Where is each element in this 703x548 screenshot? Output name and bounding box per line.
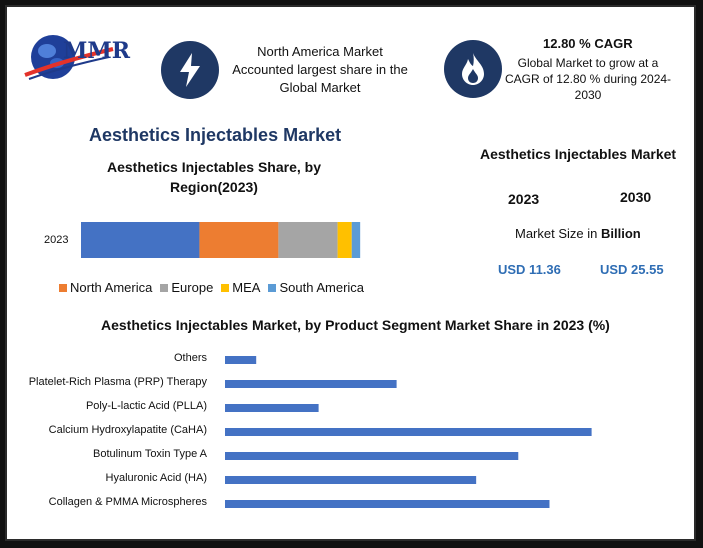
product-bar: [225, 452, 519, 460]
mmr-logo: [24, 35, 114, 80]
year-2030-label: 2030: [620, 189, 652, 205]
category-label: Botulinum Toxin Type A: [93, 448, 207, 460]
product-bar: [225, 476, 477, 484]
swatch-north-america: [59, 283, 67, 292]
category-label: Calcium Hydroxylapatite (CaHA): [48, 424, 207, 436]
stack-segment-3: [337, 222, 352, 258]
market-size-label: Market Size in Billion: [515, 226, 641, 241]
cagr-desc-line-1: Global Market to grow at a: [517, 56, 659, 70]
legend-label: Europe: [171, 280, 214, 295]
swatch-mea: [221, 283, 230, 292]
market-size-unit: Billion: [600, 226, 641, 241]
region-note: North America Market Accounted largest s…: [220, 43, 420, 97]
category-label: Poly-L-lactic Acid (PLLA): [85, 400, 207, 412]
category-label: Collagen & PMMA Microspheres: [48, 496, 207, 508]
stack-segment-2: [278, 222, 338, 258]
value-2023: USD 11.36: [498, 262, 561, 277]
swatch-south-america: [268, 283, 277, 292]
category-label: Others: [173, 352, 207, 364]
logo-text: MMR: [63, 38, 130, 64]
cagr-desc-line-3: 2030: [574, 88, 602, 102]
region-note-line-2: Accounted largest share in the: [232, 62, 408, 77]
region-note-line-3: Global Market: [279, 80, 361, 95]
side-panel-title: Aesthetics Injectables Market: [480, 146, 677, 162]
product-bar: [225, 404, 319, 412]
category-label: Hyaluronic Acid (HA): [105, 472, 207, 484]
flame-icon: [444, 40, 502, 98]
product-bar: [225, 500, 550, 508]
region-chart-title: Aesthetics Injectables Share, by Region(…: [107, 159, 321, 195]
product-chart-title: Aesthetics Injectables Market, by Produc…: [101, 317, 610, 333]
legend-label: North America: [70, 280, 153, 295]
lightning-bolt-icon: [161, 41, 219, 99]
infographic-card: MMR North America Market Accounted large…: [5, 5, 696, 541]
region-stacked-bar-chart: 2023: [44, 222, 361, 258]
market-size-prefix: Market Size in: [515, 226, 601, 241]
product-bar: [225, 380, 397, 388]
legend-label: South America: [279, 280, 365, 295]
cagr-title: 12.80 % CAGR: [543, 36, 633, 51]
stack-segment-1: [199, 222, 279, 258]
swatch-europe: [160, 283, 169, 292]
category-label: Platelet-Rich Plasma (PRP) Therapy: [28, 376, 207, 388]
legend-north-america: North America: [59, 280, 152, 295]
region-legend: North America Europe MEA South America: [59, 280, 364, 295]
cagr-desc-line-2: CAGR of 12.80 % during 2024-: [504, 72, 672, 86]
stack-segment-0: [81, 222, 200, 258]
legend-mea: MEA: [221, 280, 260, 295]
cagr-description: Global Market to grow at a CAGR of 12.80…: [493, 55, 683, 103]
legend-south-america: South America: [268, 280, 364, 295]
stack-segment-4: [351, 222, 361, 258]
region-note-line-1: North America Market: [257, 44, 383, 59]
legend-europe: Europe: [160, 280, 213, 295]
main-title: Aesthetics Injectables Market: [89, 125, 342, 145]
product-bar: [225, 356, 257, 364]
legend-label: MEA: [232, 280, 261, 295]
stack-category-label: 2023: [44, 234, 68, 246]
product-bar-chart: [225, 356, 592, 508]
value-2030: USD 25.55: [600, 262, 664, 277]
product-bar: [225, 428, 592, 436]
year-2023-label: 2023: [508, 191, 540, 207]
